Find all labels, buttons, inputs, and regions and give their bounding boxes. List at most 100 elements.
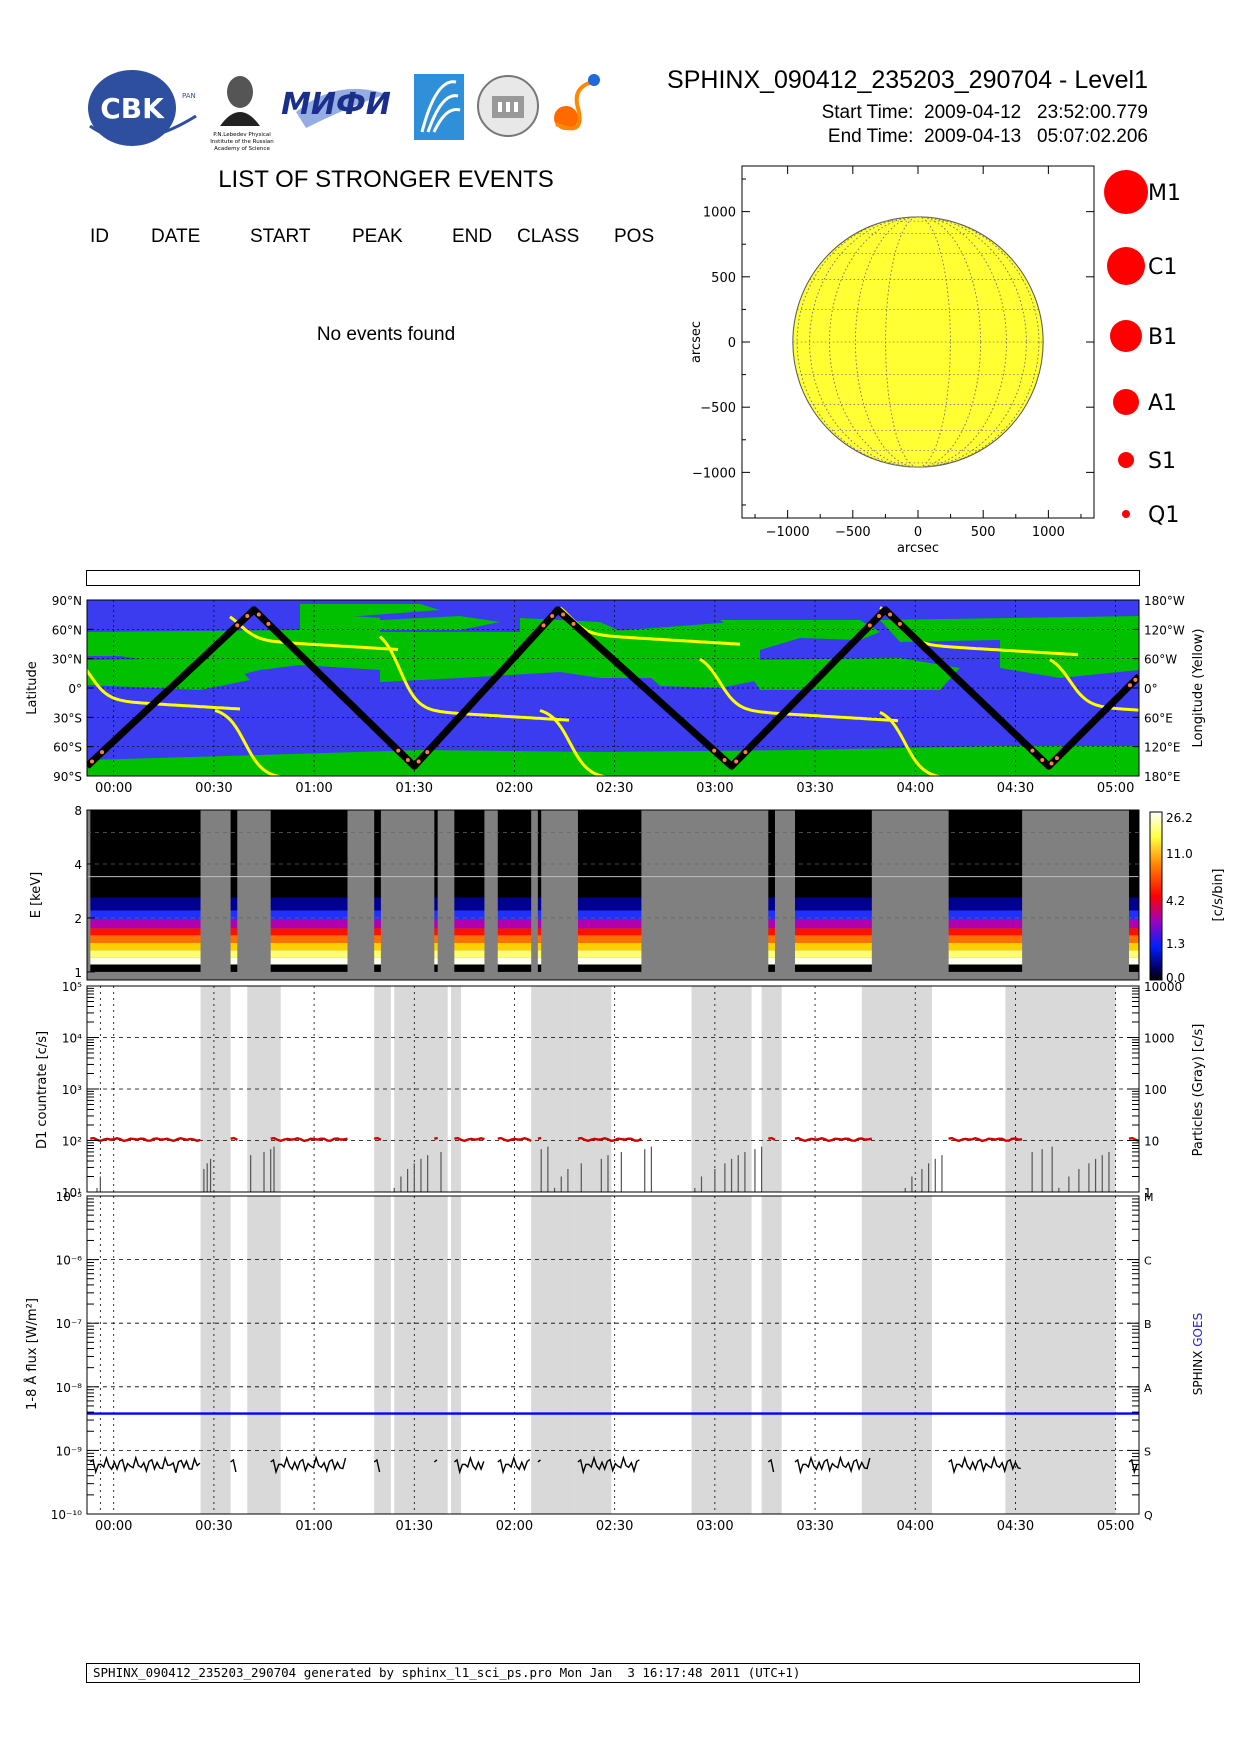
spectrogram-ytick-label: 1: [74, 966, 82, 980]
sun-ytick-label: 1000: [703, 206, 736, 221]
spectrogram-band: [270, 928, 348, 936]
spectrogram-band: [374, 942, 381, 951]
sphinx-flux-line: [577, 1455, 640, 1475]
orbit-y2label: Longitude (Yellow): [1191, 629, 1206, 748]
flux-gap-shade: [861, 1196, 932, 1514]
sun-longitude-line: [796, 216, 1040, 468]
d1-countrate-line: [434, 1136, 438, 1140]
lebedev-caption-3: Academy of Science: [214, 146, 270, 152]
spectrogram-band: [230, 957, 238, 965]
spectrogram-band: [1128, 810, 1139, 898]
spectrogram-band: [90, 950, 201, 958]
spectrogram-band: [434, 964, 438, 972]
orbit-track-marker: [1127, 683, 1132, 688]
orbit-track-marker: [235, 623, 240, 628]
spectrogram-band: [454, 935, 485, 943]
orbit-track-marker: [396, 748, 401, 753]
spectrogram-band: [1128, 957, 1139, 965]
spectrogram-band: [374, 897, 381, 911]
spectrogram-band: [948, 910, 1023, 920]
spectrogram-frame: [86, 809, 1140, 981]
start-time-value: 2009-04-12 23:52:00.779: [924, 102, 1148, 123]
sphinx-flux-line: [433, 1459, 438, 1463]
orbit-saa-region: [87, 612, 700, 682]
spectrogram-band: [1128, 964, 1139, 972]
sun-longitude-line: [809, 216, 1027, 468]
spectrogram-ytick-label: 8: [74, 804, 82, 818]
spectrogram-band: [1128, 928, 1139, 936]
orbit-track-marker: [266, 621, 271, 626]
orbit-ytick-label: 90°S: [53, 770, 82, 784]
flux-y2tick-label: M: [1144, 1191, 1154, 1204]
time-label-orbit: 05:00: [1097, 781, 1134, 796]
sphinx-flux-line: [794, 1455, 871, 1475]
d1-countrate-line: [230, 1136, 238, 1141]
spectrogram-band: [577, 810, 642, 898]
time-label: 03:30: [796, 1519, 833, 1534]
colorbar-tick-label: 4.2: [1166, 894, 1185, 908]
orbit-track-marker: [722, 757, 727, 762]
d1-countrate-line: [948, 1136, 1023, 1143]
spectrogram-band: [1128, 910, 1139, 920]
mifi-logo: МИФИ: [281, 87, 391, 128]
countrate-gap-shade: [394, 986, 448, 1192]
spectrogram-band: [768, 810, 775, 898]
spectrogram-band: [374, 950, 381, 958]
longitude-curve: [699, 657, 899, 723]
sphinx-flux-line: [1128, 1458, 1138, 1475]
spectrogram-band: [537, 919, 542, 929]
cbk-logo: CBK PAN: [88, 70, 197, 146]
time-label: 00:00: [95, 1519, 132, 1534]
spectrogram-band: [948, 928, 1023, 936]
orbit-track-marker: [712, 748, 717, 753]
spectrogram-ylabel: E [keV]: [29, 872, 44, 918]
spectrogram-band: [577, 910, 642, 920]
time-label-orbit: 02:00: [496, 781, 533, 796]
flux-y2tick-label: S: [1144, 1445, 1151, 1458]
spectrogram-band: [374, 928, 381, 936]
spectrogram-band: [795, 935, 872, 943]
spectrogram-band: [270, 950, 348, 958]
spectrogram-band: [948, 919, 1023, 929]
orbit-track-marker: [550, 614, 555, 619]
flux-y2tick-label: C: [1144, 1255, 1152, 1268]
spectrogram-band: [90, 942, 201, 951]
spectrogram-band: [537, 950, 542, 958]
flux-y2tick-label: A: [1144, 1382, 1152, 1395]
spectrogram-band: [948, 957, 1023, 965]
orbit-track-marker: [1049, 761, 1054, 766]
spectrogram-band: [948, 935, 1023, 943]
flux-y2label-goes: GOES: [1191, 1313, 1205, 1347]
spectrogram-band: [948, 950, 1023, 958]
spectrogram-band: [537, 964, 542, 972]
flux-ytick-label: 10⁻⁵: [56, 1190, 83, 1204]
legend-dot-c1: [1107, 247, 1145, 285]
countrate-y2label: Particles (Gray) [c/s]: [1191, 1024, 1206, 1157]
orbit-track-marker: [1133, 677, 1138, 682]
sun-xtick-label: 500: [971, 525, 996, 540]
spectrogram-band: [230, 928, 238, 936]
orbit-track-marker: [425, 750, 430, 755]
spectrogram-band: [230, 910, 238, 920]
spectrogram-band: [454, 957, 485, 965]
flux-gap-shade: [761, 1196, 782, 1514]
legend-label-c1: C1: [1148, 255, 1177, 280]
d1-countrate-line: [454, 1136, 485, 1143]
colorbar-tick-label: 0.0: [1166, 971, 1185, 985]
spectrogram-band: [948, 810, 1023, 898]
spectrogram-band: [948, 942, 1023, 951]
time-label-orbit: 00:00: [95, 781, 132, 796]
spectrogram-band: [577, 897, 642, 911]
col-header-pos: POS: [614, 226, 655, 247]
spectrogram-band: [537, 942, 542, 951]
spectrogram-band: [90, 910, 201, 920]
col-header-date: DATE: [151, 226, 201, 247]
spectrogram-band: [537, 928, 542, 936]
orbit-panel: 90°N 180°W 60°N 120°W 30°N 60°W 0° 0° 30°S 60°E 60…: [25, 594, 1206, 784]
spectrogram-band: [795, 942, 872, 951]
sun-longitude-line: [855, 216, 981, 468]
spectrogram-band: [768, 910, 775, 920]
time-label: 03:00: [696, 1519, 733, 1534]
spectrogram-band: [795, 910, 872, 920]
spectrogram-band: [948, 964, 1023, 972]
